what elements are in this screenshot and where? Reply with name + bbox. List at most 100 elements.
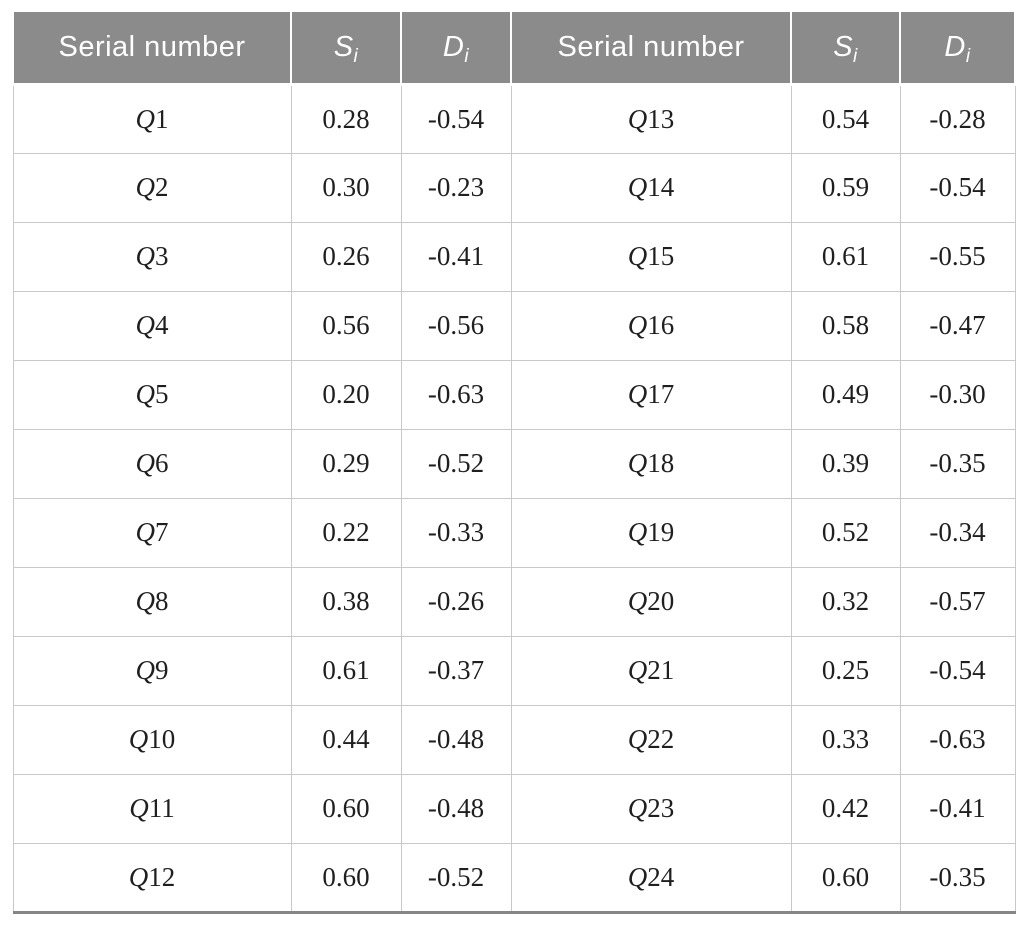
col-header-serial-label: Serial number — [557, 30, 745, 63]
cell-di: -0.52 — [400, 842, 512, 914]
cell-si: 0.61 — [790, 221, 901, 292]
cell-di: -0.35 — [899, 842, 1016, 914]
cell-si: 0.26 — [290, 221, 402, 292]
serial-italic-letter: Q — [627, 103, 648, 134]
cell-si: 0.61 — [290, 635, 402, 706]
si-symbol: Si — [833, 30, 858, 67]
cell-di: -0.48 — [400, 773, 512, 844]
table-row: Q11 0.60 -0.48 Q23 0.42 -0.41 — [12, 773, 1016, 844]
serial-italic-letter: Q — [135, 103, 156, 134]
table-row: Q1 0.28 -0.54 Q13 0.54 -0.28 — [12, 83, 1016, 154]
cell-serial: Q20 — [510, 566, 792, 637]
cell-si: 0.49 — [790, 359, 901, 430]
cell-serial: Q9 — [12, 635, 292, 706]
cell-serial: Q13 — [510, 83, 792, 154]
cell-di: -0.57 — [899, 566, 1016, 637]
table-row: Q9 0.61 -0.37 Q21 0.25 -0.54 — [12, 635, 1016, 706]
cell-serial: Q12 — [12, 842, 292, 914]
cell-serial: Q14 — [510, 152, 792, 223]
serial-italic-letter: Q — [129, 793, 149, 823]
serial-italic-letter: Q — [627, 517, 648, 547]
di-symbol: Di — [442, 30, 470, 67]
serial-italic-letter: Q — [627, 379, 648, 409]
table-row: Q7 0.22 -0.33 Q19 0.52 -0.34 — [12, 497, 1016, 568]
serial-italic-letter: Q — [135, 517, 156, 547]
cell-di: -0.48 — [400, 704, 512, 775]
cell-serial: Q19 — [510, 497, 792, 568]
serial-italic-letter: Q — [627, 861, 648, 892]
cell-serial: Q7 — [12, 497, 292, 568]
serial-italic-letter: Q — [627, 241, 648, 271]
serial-italic-letter: Q — [627, 724, 648, 754]
cell-di: -0.41 — [400, 221, 512, 292]
cell-si: 0.25 — [790, 635, 901, 706]
cell-si: 0.60 — [290, 842, 402, 914]
cell-di: -0.35 — [899, 428, 1016, 499]
cell-serial: Q16 — [510, 290, 792, 361]
serial-italic-letter: Q — [627, 655, 648, 685]
serial-italic-letter: Q — [627, 310, 648, 340]
serial-italic-letter: Q — [128, 724, 149, 754]
cell-serial: Q10 — [12, 704, 292, 775]
serial-italic-letter: Q — [135, 310, 156, 340]
table-row: Q4 0.56 -0.56 Q16 0.58 -0.47 — [12, 290, 1016, 361]
cell-di: -0.34 — [899, 497, 1016, 568]
cell-si: 0.60 — [790, 842, 901, 914]
header-row: Serial number Si Di Serial number Si — [12, 12, 1016, 86]
cell-serial: Q8 — [12, 566, 292, 637]
cell-serial: Q1 — [12, 83, 292, 154]
cell-di: -0.28 — [899, 83, 1016, 154]
cell-di: -0.23 — [400, 152, 512, 223]
serial-italic-letter: Q — [135, 448, 156, 478]
cell-serial: Q21 — [510, 635, 792, 706]
cell-serial: Q6 — [12, 428, 292, 499]
cell-si: 0.56 — [290, 290, 402, 361]
cell-si: 0.52 — [790, 497, 901, 568]
cell-serial: Q5 — [12, 359, 292, 430]
col-header-si-right: Si — [790, 12, 901, 86]
si-symbol: Si — [333, 30, 359, 67]
serial-italic-letter: Q — [135, 379, 156, 409]
cell-di: -0.63 — [899, 704, 1016, 775]
cell-di: -0.26 — [400, 566, 512, 637]
cell-di: -0.52 — [400, 428, 512, 499]
statistics-table: Serial number Si Di Serial number Si — [12, 12, 1016, 914]
table-body: Q1 0.28 -0.54 Q13 0.54 -0.28 Q2 0.30 -0.23 Q14 0.5… — [12, 83, 1016, 914]
col-header-serial-label: Serial number — [58, 30, 246, 63]
cell-si: 0.20 — [290, 359, 402, 430]
cell-di: -0.33 — [400, 497, 512, 568]
cell-si: 0.29 — [290, 428, 402, 499]
cell-si: 0.60 — [290, 773, 402, 844]
cell-si: 0.44 — [290, 704, 402, 775]
col-header-serial-number-right: Serial number — [510, 12, 792, 86]
serial-italic-letter: Q — [135, 172, 156, 202]
col-header-di-right: Di — [899, 12, 1016, 86]
cell-serial: Q17 — [510, 359, 792, 430]
table-row: Q2 0.30 -0.23 Q14 0.59 -0.54 — [12, 152, 1016, 223]
cell-si: 0.30 — [290, 152, 402, 223]
table-row: Q12 0.60 -0.52 Q24 0.60 -0.35 — [12, 842, 1016, 914]
cell-serial: Q15 — [510, 221, 792, 292]
cell-serial: Q22 — [510, 704, 792, 775]
serial-italic-letter: Q — [627, 172, 648, 202]
serial-italic-letter: Q — [627, 793, 648, 823]
cell-si: 0.38 — [290, 566, 402, 637]
table-row: Q10 0.44 -0.48 Q22 0.33 -0.63 — [12, 704, 1016, 775]
cell-si: 0.22 — [290, 497, 402, 568]
col-header-serial-number-left: Serial number — [12, 12, 292, 86]
col-header-di-left: Di — [400, 12, 512, 86]
cell-di: -0.54 — [400, 83, 512, 154]
cell-di: -0.37 — [400, 635, 512, 706]
cell-di: -0.47 — [899, 290, 1016, 361]
serial-italic-letter: Q — [627, 586, 648, 616]
cell-si: 0.32 — [790, 566, 901, 637]
cell-serial: Q11 — [12, 773, 292, 844]
serial-italic-letter: Q — [135, 586, 156, 616]
cell-di: -0.41 — [899, 773, 1016, 844]
cell-si: 0.58 — [790, 290, 901, 361]
col-header-si-left: Si — [290, 12, 402, 86]
serial-italic-letter: Q — [128, 861, 149, 892]
statistics-table-wrap: Serial number Si Di Serial number Si — [12, 12, 1016, 914]
table-row: Q3 0.26 -0.41 Q15 0.61 -0.55 — [12, 221, 1016, 292]
